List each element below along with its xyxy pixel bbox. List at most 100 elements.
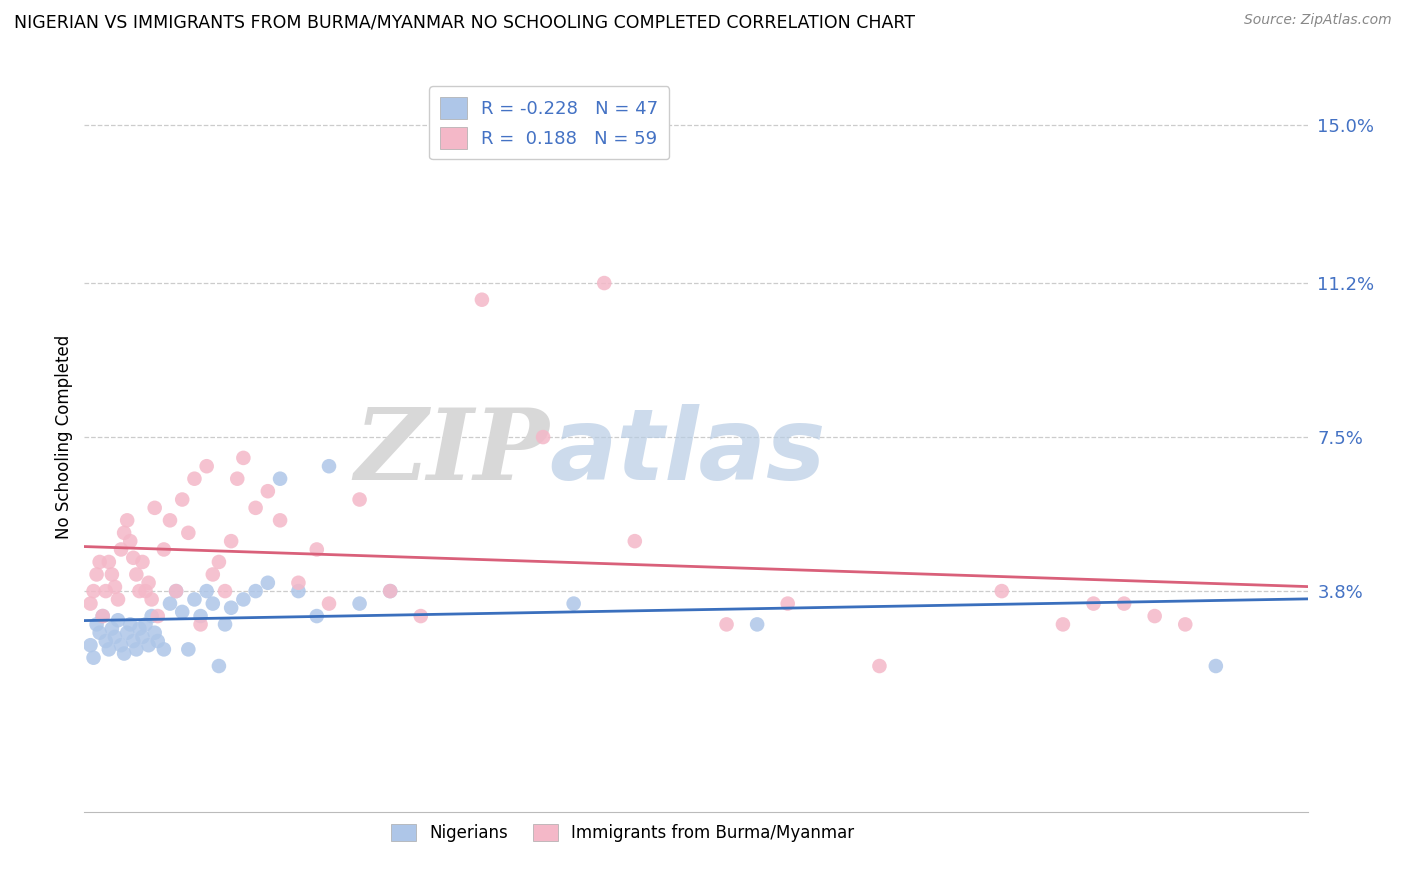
Point [219, 600, 242, 615]
Point [318, 597, 340, 611]
Point [991, 584, 1014, 599]
Point [104, 630, 127, 644]
Point [177, 642, 200, 657]
Point [110, 638, 132, 652]
Point [214, 617, 236, 632]
Point [107, 592, 129, 607]
Point [1143, 609, 1166, 624]
Text: ZIP: ZIP [354, 404, 550, 500]
Point [195, 584, 218, 599]
Point [112, 647, 135, 661]
Point [143, 625, 166, 640]
Point [91, 609, 114, 624]
Point [232, 592, 254, 607]
Point [165, 584, 187, 599]
Point [120, 534, 142, 549]
Point [1052, 617, 1074, 632]
Point [141, 609, 163, 624]
Point [135, 584, 157, 599]
Point [101, 567, 124, 582]
Point [1114, 597, 1136, 611]
Point [101, 622, 124, 636]
Point [245, 500, 267, 515]
Point [115, 625, 138, 640]
Point [110, 542, 132, 557]
Point [183, 472, 205, 486]
Point [165, 584, 187, 599]
Point [153, 642, 176, 657]
Point [112, 525, 135, 540]
Point [287, 575, 309, 590]
Point [257, 484, 280, 499]
Point [226, 472, 249, 486]
Point [115, 513, 138, 527]
Point [201, 567, 224, 582]
Point [91, 609, 114, 624]
Point [776, 597, 799, 611]
Point [624, 534, 647, 549]
Point [128, 584, 150, 599]
Point [869, 659, 891, 673]
Text: atlas: atlas [550, 403, 825, 500]
Point [153, 542, 176, 557]
Point [128, 622, 150, 636]
Point [125, 642, 148, 657]
Point [177, 525, 200, 540]
Point [131, 630, 153, 644]
Legend: Nigerians, Immigrants from Burma/Myanmar: Nigerians, Immigrants from Burma/Myanmar [384, 817, 860, 848]
Point [94, 634, 117, 648]
Point [89, 625, 111, 640]
Point [380, 584, 402, 599]
Point [208, 659, 231, 673]
Point [318, 459, 340, 474]
Point [172, 605, 194, 619]
Point [380, 584, 402, 599]
Point [716, 617, 738, 632]
Point [97, 642, 120, 657]
Point [79, 638, 101, 652]
Point [94, 584, 117, 599]
Point [219, 534, 242, 549]
Point [159, 597, 181, 611]
Text: NIGERIAN VS IMMIGRANTS FROM BURMA/MYANMAR NO SCHOOLING COMPLETED CORRELATION CHA: NIGERIAN VS IMMIGRANTS FROM BURMA/MYANMA… [14, 13, 915, 31]
Point [159, 513, 181, 527]
Text: Source: ZipAtlas.com: Source: ZipAtlas.com [1244, 13, 1392, 28]
Point [305, 542, 328, 557]
Point [409, 609, 432, 624]
Point [89, 555, 111, 569]
Point [143, 500, 166, 515]
Point [86, 567, 108, 582]
Point [97, 555, 120, 569]
Point [257, 575, 280, 590]
Point [83, 650, 105, 665]
Point [305, 609, 328, 624]
Point [125, 567, 148, 582]
Point [531, 430, 554, 444]
Point [107, 613, 129, 627]
Point [269, 513, 291, 527]
Point [122, 634, 145, 648]
Point [562, 597, 585, 611]
Point [190, 609, 212, 624]
Point [232, 450, 254, 465]
Point [146, 634, 169, 648]
Point [349, 597, 371, 611]
Point [86, 617, 108, 632]
Y-axis label: No Schooling Completed: No Schooling Completed [55, 335, 73, 539]
Point [83, 584, 105, 599]
Point [141, 592, 163, 607]
Point [349, 492, 371, 507]
Point [269, 472, 291, 486]
Point [138, 575, 160, 590]
Point [1174, 617, 1197, 632]
Point [79, 597, 101, 611]
Point [146, 609, 169, 624]
Point [287, 584, 309, 599]
Point [1205, 659, 1227, 673]
Point [183, 592, 205, 607]
Point [120, 617, 142, 632]
Point [245, 584, 267, 599]
Point [747, 617, 769, 632]
Point [122, 550, 145, 565]
Point [131, 555, 153, 569]
